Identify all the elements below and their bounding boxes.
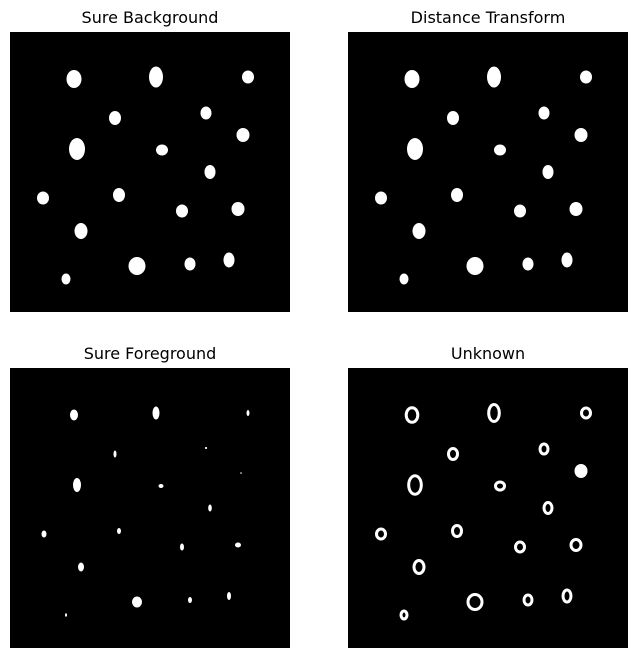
sure-background-image bbox=[10, 32, 290, 312]
blob-group bbox=[37, 66, 254, 285]
distance-transform-image bbox=[348, 32, 628, 312]
ring-group bbox=[375, 403, 592, 621]
unknown-image bbox=[348, 368, 628, 648]
panel-title: Sure Background bbox=[81, 8, 219, 27]
panel-title: Distance Transform bbox=[410, 8, 566, 27]
panel-title: Unknown bbox=[450, 344, 526, 363]
panel-title: Sure Foreground bbox=[83, 344, 217, 363]
blob-group bbox=[41, 406, 250, 617]
blob bbox=[574, 464, 588, 478]
sure-foreground-image bbox=[10, 368, 290, 648]
blob-group bbox=[375, 66, 592, 285]
